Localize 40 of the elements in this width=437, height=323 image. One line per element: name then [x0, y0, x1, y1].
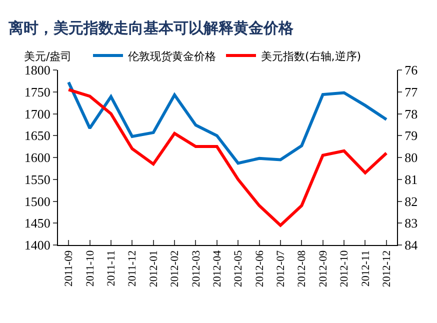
x-tick-label: 2011-09 [63, 250, 76, 287]
legend-label: 美元指数(右轴,逆序) [261, 50, 362, 63]
x-tick-label: 2012-08 [296, 250, 308, 288]
x-tick-label: 2012-02 [169, 250, 182, 288]
x-tick-label: 2012-09 [317, 250, 330, 288]
y-tick-label: 1450 [24, 216, 50, 231]
y2-tick-label: 82 [404, 194, 418, 209]
x-tick-label: 2012-10 [338, 250, 351, 288]
x-tick-label: 2012-07 [275, 250, 288, 288]
y-tick-label: 1600 [24, 150, 50, 166]
x-tick-label: 2012-05 [232, 250, 245, 288]
line-series [67, 80, 388, 165]
y2-tick-label: 79 [404, 128, 418, 144]
y-tick-label: 1500 [24, 194, 50, 209]
x-tick-label: 2012-04 [211, 250, 224, 288]
y-tick-label: 1700 [24, 106, 50, 122]
x-tick-label: 2012-11 [360, 250, 372, 287]
y-tick-label: 1650 [24, 128, 50, 144]
y-tick-label: 1750 [24, 84, 50, 100]
x-tick-label: 2011-11 [106, 250, 118, 286]
y2-tick-label: 83 [404, 216, 418, 231]
y2-tick-label: 84 [404, 238, 418, 253]
y2-tick-label: 81 [404, 172, 418, 187]
y-tick-label: 1550 [24, 172, 50, 187]
line-series [67, 88, 388, 227]
x-tick-label: 2012-03 [190, 250, 202, 288]
legend-label: 伦敦现货黄金价格 [128, 50, 216, 63]
x-tick-label: 2011-10 [84, 250, 96, 287]
y-tick-label: 1800 [24, 62, 50, 78]
y-axis-title: 美元/盎司 [24, 50, 72, 63]
y2-tick-label: 80 [404, 150, 418, 166]
y2-tick-label: 76 [404, 62, 418, 78]
y2-tick-label: 78 [404, 106, 418, 122]
y-tick-label: 1400 [24, 238, 50, 253]
x-tick-label: 2012-06 [254, 250, 266, 288]
x-tick-label: 2011-12 [126, 250, 139, 287]
x-tick-label: 2012-12 [380, 250, 393, 288]
chart-title: 离时，美元指数走向基本可以解释黄金价格 [8, 19, 295, 38]
x-tick-label: 2012-01 [148, 250, 160, 288]
y2-tick-label: 77 [404, 84, 418, 100]
